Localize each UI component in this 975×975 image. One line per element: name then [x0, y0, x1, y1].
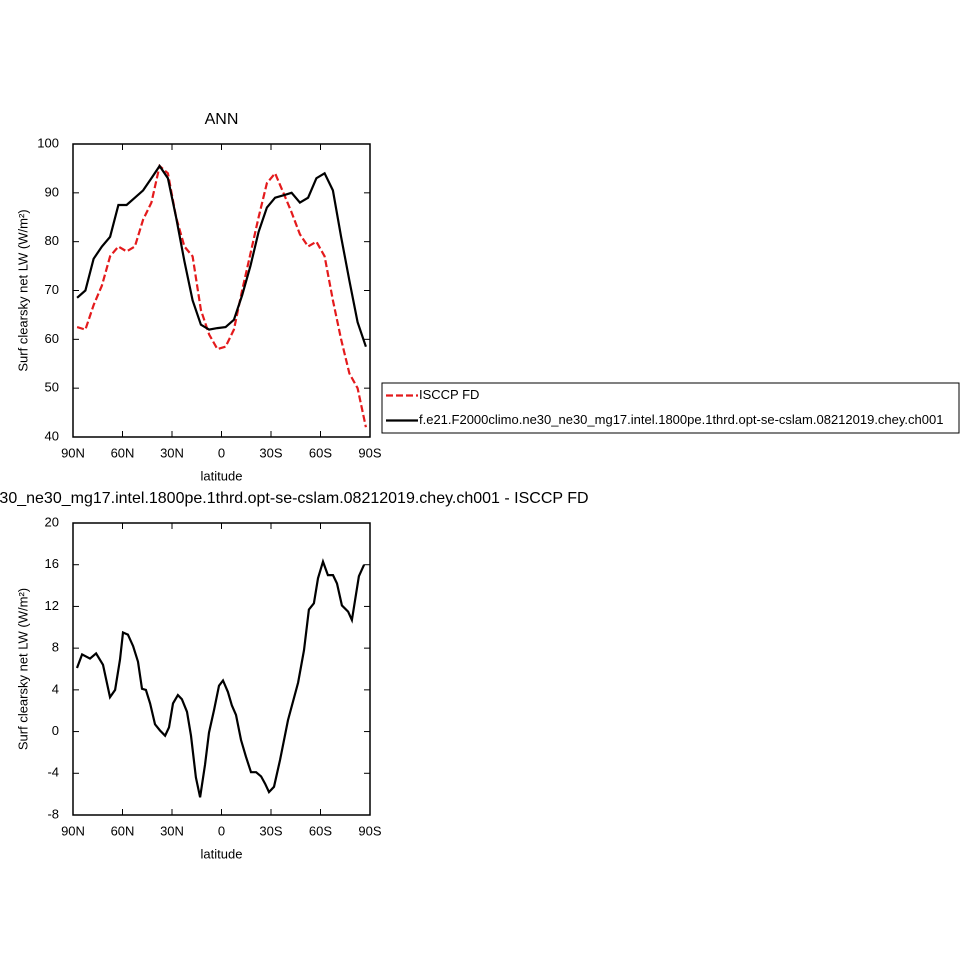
y-tick-label: 60: [45, 331, 59, 346]
x-tick-label: 90S: [358, 445, 381, 460]
y-tick-label: 90: [45, 184, 59, 199]
title: f.e21.F2000climo.ne30_ne30_mg17.intel.18…: [0, 490, 589, 507]
x-tick-label: 60S: [309, 445, 332, 460]
x-axis-label: latitude: [201, 846, 243, 861]
x-tick-label: 30S: [259, 445, 282, 460]
x-tick-label: 0: [218, 823, 225, 838]
x-tick-label: 60N: [111, 823, 135, 838]
legend-label: ISCCP FD: [419, 387, 479, 402]
title: ANN: [205, 111, 239, 128]
y-tick-label: 20: [45, 514, 59, 529]
x-tick-label: 0: [218, 445, 225, 460]
y-tick-label: 50: [45, 380, 59, 395]
y-tick-label: 40: [45, 428, 59, 443]
y-tick-label: 80: [45, 233, 59, 248]
y-tick-label: 0: [52, 723, 59, 738]
y-tick-label: 8: [52, 640, 59, 655]
x-tick-label: 30N: [160, 445, 184, 460]
data-line: [75, 558, 366, 798]
x-tick-label: 30S: [259, 823, 282, 838]
x-tick-label: 60S: [309, 823, 332, 838]
y-tick-label: 12: [45, 598, 59, 613]
x-tick-label: 90S: [358, 823, 381, 838]
y-tick-label: 16: [45, 556, 59, 571]
data-line: [76, 164, 367, 348]
x-axis-label: latitude: [201, 468, 243, 483]
data-line: [76, 163, 367, 428]
legend-box: [381, 382, 960, 434]
y-tick-label: 4: [52, 681, 59, 696]
legend-label: f.e21.F2000climo.ne30_ne30_mg17.intel.18…: [419, 412, 943, 427]
x-tick-label: 90N: [61, 445, 85, 460]
y-axis-label: Surf clearsky net LW (W/m²): [15, 209, 30, 371]
y-tick-label: 70: [45, 282, 59, 297]
x-tick-label: 30N: [160, 823, 184, 838]
y-axis-label: Surf clearsky net LW (W/m²): [15, 588, 30, 750]
x-tick-label: 90N: [61, 823, 85, 838]
y-tick-label: -4: [47, 765, 59, 780]
y-tick-label: -8: [47, 806, 59, 821]
y-tick-label: 100: [37, 135, 59, 150]
x-tick-label: 60N: [111, 445, 135, 460]
plot-frame: [72, 143, 371, 438]
